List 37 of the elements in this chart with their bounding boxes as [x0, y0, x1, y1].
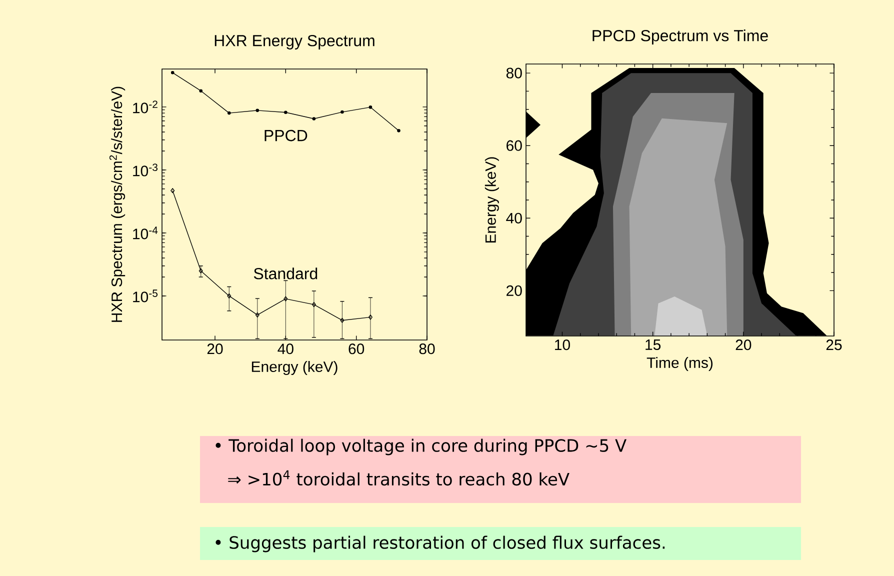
y-axis-title: HXR Spectrum (ergs/cm$^{2}$/s/ster/eV)	[109, 86, 126, 322]
y-axis-title: Energy (keV)	[484, 157, 499, 243]
chart-title: PPCD Spectrum vs Time	[592, 30, 768, 44]
y-tick-label: 10$^{-2}$	[133, 100, 158, 114]
x-axis-title: Time (ms)	[646, 357, 713, 371]
point	[227, 111, 231, 115]
point	[199, 89, 203, 93]
y-tick-label: 60	[506, 140, 522, 151]
point	[368, 106, 372, 109]
text: ⇒ >10$^{4}$ toroidal transits to reach 80 keV	[228, 470, 570, 486]
chart-title: HXR Energy Spectrum	[214, 34, 374, 50]
point	[284, 110, 288, 114]
x-tick-label: 10	[555, 340, 570, 350]
y-tick-label: 10$^{-3}$	[133, 164, 158, 176]
x-tick-label: 25	[826, 340, 842, 350]
x-tick-label: 20	[736, 340, 752, 350]
x-tick-label: 60	[348, 344, 364, 354]
point	[340, 110, 344, 114]
point	[198, 268, 203, 274]
x-tick-label: 20	[207, 344, 223, 354]
text: • Suggests partial restoration of closed flux surfaces.	[216, 536, 665, 552]
y-tick-label: 10$^{-5}$	[133, 290, 158, 302]
y-tick-label: 40	[506, 212, 522, 224]
text: • Toroidal loop voltage in core during PPCD ~5 V	[216, 438, 626, 456]
series-label: Standard	[254, 268, 318, 280]
y-tick-label: 10$^{-4}$	[133, 226, 158, 240]
y-tick-label: 80	[506, 68, 522, 78]
x-tick-label: 40	[278, 344, 294, 354]
x-axis-title: Energy (keV)	[252, 361, 338, 375]
x-tick-label: 80	[419, 344, 435, 354]
point	[312, 117, 316, 120]
point	[256, 108, 260, 112]
point	[170, 71, 174, 74]
point	[397, 129, 400, 132]
series-label: PPCD	[264, 130, 308, 142]
y-tick-label: 20	[506, 285, 522, 296]
x-tick-label: 15	[646, 340, 661, 350]
